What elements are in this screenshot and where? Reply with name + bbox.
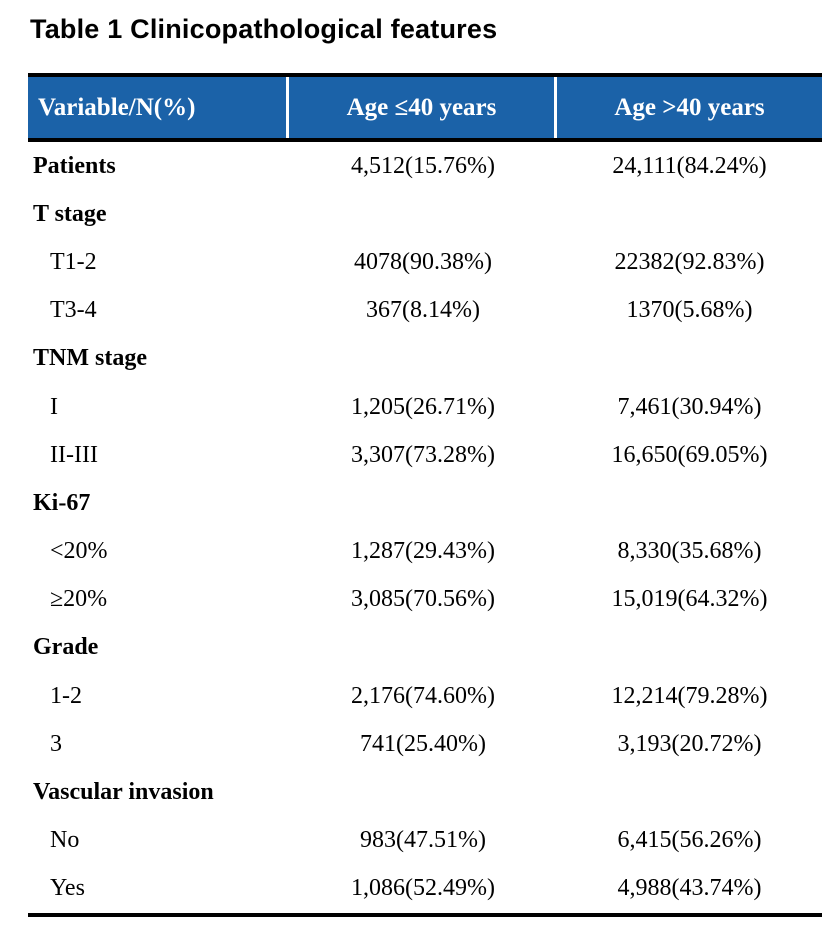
column-header-age-le-40: Age ≤40 years	[289, 77, 557, 138]
value-age-le-40: 1,086(52.49%)	[351, 875, 495, 902]
value-age-le-40: 2,176(74.60%)	[351, 682, 495, 709]
column-header-age-gt-40: Age >40 years	[614, 93, 765, 121]
row-label: II-III	[50, 441, 98, 468]
column-header-variable: Variable/N(%)	[28, 77, 289, 138]
value-age-le-40: 4,512(15.76%)	[351, 152, 495, 179]
row-label: TNM stage	[33, 345, 147, 372]
value-age-le-40: 1,287(29.43%)	[351, 538, 495, 565]
row-label: Grade	[33, 634, 99, 661]
clinicopathological-table: Variable/N(%) Age ≤40 years Age >40 year…	[28, 73, 822, 917]
value-age-le-40: 983(47.51%)	[360, 827, 486, 854]
row-label: Patients	[33, 152, 116, 179]
row-label: I	[50, 393, 58, 420]
table-row: <20% 1,287(29.43%) 8,330(35.68%)	[28, 528, 822, 576]
table-row: Grade	[28, 624, 822, 672]
table-row: Ki-67	[28, 479, 822, 527]
table-row: T stage	[28, 190, 822, 238]
table-row: T1-2 4078(90.38%) 22382(92.83%)	[28, 238, 822, 286]
value-age-gt-40: 4,988(43.74%)	[617, 875, 762, 902]
value-age-le-40: 3,085(70.56%)	[351, 586, 495, 613]
value-age-gt-40: 6,415(56.26%)	[617, 827, 762, 854]
table-row: Patients 4,512(15.76%) 24,111(84.24%)	[28, 142, 822, 190]
value-age-gt-40: 16,650(69.05%)	[611, 441, 768, 468]
value-age-le-40: 1,205(26.71%)	[351, 393, 495, 420]
table-body: Patients 4,512(15.76%) 24,111(84.24%) T sta…	[28, 142, 822, 917]
table-row: 1-2 2,176(74.60%) 12,214(79.28%)	[28, 672, 822, 720]
table-row: T3-4 367(8.14%) 1370(5.68%)	[28, 287, 822, 335]
table-row: ≥20% 3,085(70.56%) 15,019(64.32%)	[28, 576, 822, 624]
value-age-gt-40: 22382(92.83%)	[614, 248, 765, 275]
value-age-le-40: 741(25.40%)	[360, 730, 486, 757]
value-age-gt-40: 15,019(64.32%)	[611, 586, 768, 613]
table-row: 3 741(25.40%) 3,193(20.72%)	[28, 720, 822, 768]
row-label: ≥20%	[50, 586, 108, 613]
value-age-gt-40: 12,214(79.28%)	[611, 682, 768, 709]
table-row: No 983(47.51%) 6,415(56.26%)	[28, 817, 822, 865]
value-age-gt-40: 1370(5.68%)	[626, 297, 753, 324]
value-age-gt-40: 7,461(30.94%)	[617, 393, 762, 420]
table-row: II-III 3,307(73.28%) 16,650(69.05%)	[28, 431, 822, 479]
row-label: <20%	[50, 538, 108, 565]
row-label: Ki-67	[33, 489, 91, 516]
table-row: TNM stage	[28, 335, 822, 383]
value-age-le-40: 4078(90.38%)	[354, 248, 492, 275]
row-label: Vascular invasion	[33, 779, 214, 806]
row-label: 3	[50, 730, 62, 757]
row-label: T3-4	[50, 297, 97, 324]
row-label: T1-2	[50, 248, 97, 275]
row-label: Yes	[50, 875, 85, 902]
table-header-row: Variable/N(%) Age ≤40 years Age >40 year…	[28, 73, 822, 142]
value-age-le-40: 3,307(73.28%)	[351, 441, 495, 468]
table-caption: Table 1 Clinicopathological features	[30, 14, 498, 44]
row-label: T stage	[33, 200, 107, 227]
table-row: Yes 1,086(52.49%) 4,988(43.74%)	[28, 865, 822, 913]
row-label: 1-2	[50, 682, 82, 709]
value-age-gt-40: 24,111(84.24%)	[612, 152, 767, 179]
value-age-gt-40: 8,330(35.68%)	[617, 538, 762, 565]
row-label: No	[50, 827, 80, 854]
table-row: Vascular invasion	[28, 768, 822, 816]
value-age-gt-40: 3,193(20.72%)	[617, 730, 762, 757]
value-age-le-40: 367(8.14%)	[366, 297, 480, 324]
table-row: I 1,205(26.71%) 7,461(30.94%)	[28, 383, 822, 431]
